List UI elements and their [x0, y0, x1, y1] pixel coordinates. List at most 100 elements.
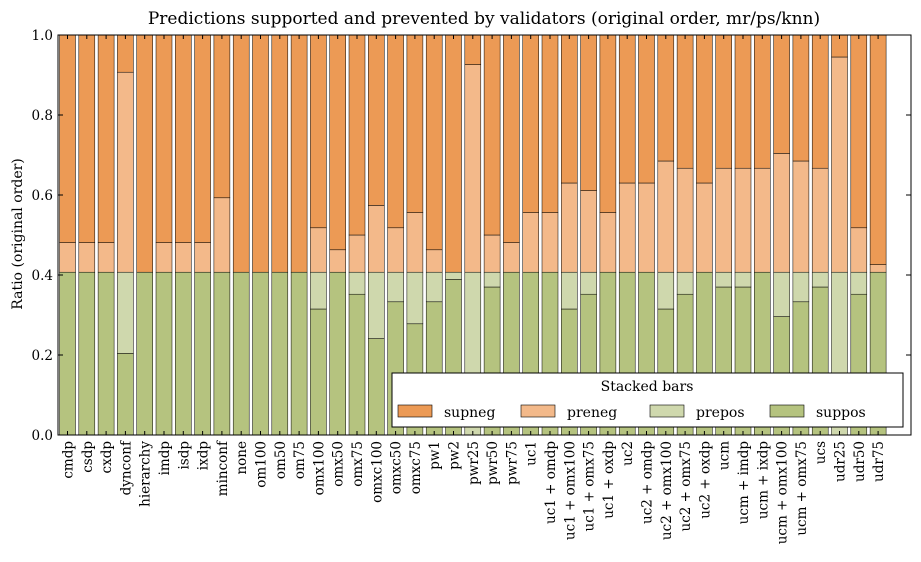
- bar-preneg: [194, 242, 211, 273]
- x-tick-label: minconf: [215, 440, 231, 496]
- bar-supneg: [194, 34, 211, 243]
- bar-suppos: [348, 293, 366, 436]
- bar-prepos: [657, 271, 675, 310]
- x-tick-label: uc1 + omdp: [543, 441, 559, 524]
- x-tick-label: pwr50: [485, 441, 501, 485]
- x-tick-label: pw1: [427, 441, 443, 470]
- bar-supneg: [155, 34, 173, 243]
- x-tick-label: omxc75: [408, 441, 424, 494]
- x-tick-label: uc2 + omx100: [659, 441, 675, 540]
- bar-preneg: [754, 167, 771, 273]
- bar-supneg: [638, 34, 655, 184]
- bar-preneg: [792, 160, 810, 273]
- bar-supneg: [406, 34, 424, 213]
- x-tick-label: ucm + imdp: [736, 441, 752, 524]
- bar-preneg: [155, 242, 173, 273]
- bar-preneg: [117, 71, 134, 273]
- bar-prepos: [773, 271, 790, 317]
- bar-prepos: [792, 271, 810, 303]
- bar-suppos: [78, 271, 96, 436]
- bar-supneg: [213, 34, 231, 199]
- y-tick-label: 0.8: [32, 108, 53, 124]
- legend-swatch-supneg: [397, 404, 433, 418]
- y-tick-label: 1.0: [32, 28, 53, 44]
- bar-preneg: [715, 167, 732, 273]
- x-tick-label: pwr25: [466, 441, 482, 485]
- bar-prepos: [676, 271, 694, 295]
- x-tick-label: cxdp: [99, 441, 115, 473]
- x-tick-label: ucm + omx100: [775, 441, 791, 544]
- legend-label-preneg: preneg: [567, 405, 617, 421]
- x-tick-label: ucm: [717, 441, 733, 470]
- bar-supneg: [445, 34, 462, 273]
- x-tick-label: omx75: [350, 441, 366, 487]
- bar-prepos: [368, 271, 385, 339]
- x-tick-label: uc2: [620, 441, 636, 466]
- bar-prepos: [850, 271, 868, 295]
- bar-preneg: [831, 56, 848, 273]
- x-tick-label: none: [234, 441, 250, 475]
- bar-suppos: [252, 271, 269, 436]
- y-axis-label: Ratio (original order): [10, 158, 26, 310]
- x-tick-label: omxc50: [389, 441, 405, 494]
- x-tick-label: uc1 + oxdp: [601, 441, 617, 519]
- bar-preneg: [329, 249, 346, 273]
- legend-label-prepos: prepos: [696, 405, 745, 421]
- bar-preneg: [406, 212, 424, 273]
- bar-supneg: [754, 34, 771, 169]
- y-axis: 0.0 0.2 0.4 0.6 0.8 1.0: [32, 28, 911, 444]
- x-tick-label: ucm + omx75: [794, 441, 810, 536]
- bar-prepos: [715, 271, 732, 288]
- x-tick-label: cmdp: [61, 441, 77, 479]
- bar-preneg: [561, 182, 578, 273]
- bar-prepos: [310, 271, 327, 310]
- bar-supneg: [136, 34, 153, 273]
- bar-prepos: [348, 271, 366, 295]
- bar-supneg: [483, 34, 501, 236]
- x-tick-label: uc1 + omx100: [562, 441, 578, 540]
- bar-preneg: [368, 205, 385, 273]
- x-tick-label: uc1: [524, 441, 540, 466]
- x-tick-label: uc2 + omdp: [640, 441, 656, 524]
- bar-preneg: [213, 197, 231, 273]
- bar-preneg: [580, 190, 597, 273]
- bar-supneg: [78, 34, 96, 243]
- bar-suppos: [368, 338, 385, 436]
- x-tick-label: udr50: [852, 441, 868, 482]
- legend-entries: supneg preneg prepos suppos: [397, 404, 866, 421]
- bar-prepos: [561, 271, 578, 310]
- x-tick-label: dynconf: [118, 440, 134, 495]
- bar-supneg: [252, 34, 269, 273]
- bar-supneg: [271, 34, 289, 273]
- x-tick-label: imdp: [157, 441, 173, 475]
- bar-supneg: [329, 34, 346, 251]
- bar-supneg: [464, 34, 482, 65]
- bar-supneg: [618, 34, 636, 184]
- x-tick-label: uc2 + oxdp: [697, 441, 713, 519]
- bar-supneg: [734, 34, 752, 169]
- y-tick-label: 0.0: [32, 428, 53, 444]
- x-tick-label: ixdp: [196, 441, 212, 470]
- bar-supneg: [599, 34, 617, 213]
- legend-box: [391, 372, 904, 428]
- bar-supneg: [580, 34, 597, 191]
- bar-prepos: [734, 271, 752, 288]
- bar-preneg: [78, 242, 96, 273]
- bar-suppos: [329, 271, 346, 436]
- bar-preneg: [850, 227, 868, 273]
- bar-supneg: [117, 34, 134, 73]
- bar-supneg: [792, 34, 810, 162]
- x-tick-label: ucm + ixdp: [755, 441, 771, 519]
- x-tick-label: udr25: [833, 441, 849, 482]
- bar-supneg: [715, 34, 732, 169]
- bar-preneg: [97, 242, 115, 273]
- x-tick-label: uc1 + omx75: [582, 441, 598, 531]
- x-tick-label: omxc100: [369, 441, 385, 503]
- y-tick-label: 0.6: [32, 188, 53, 204]
- x-tick-label: omx50: [331, 441, 347, 487]
- bar-suppos: [232, 271, 250, 436]
- bar-preneg: [310, 227, 327, 273]
- bar-supneg: [657, 34, 675, 162]
- legend-swatch-preneg: [520, 404, 556, 418]
- y-tick-label: 0.2: [32, 348, 53, 364]
